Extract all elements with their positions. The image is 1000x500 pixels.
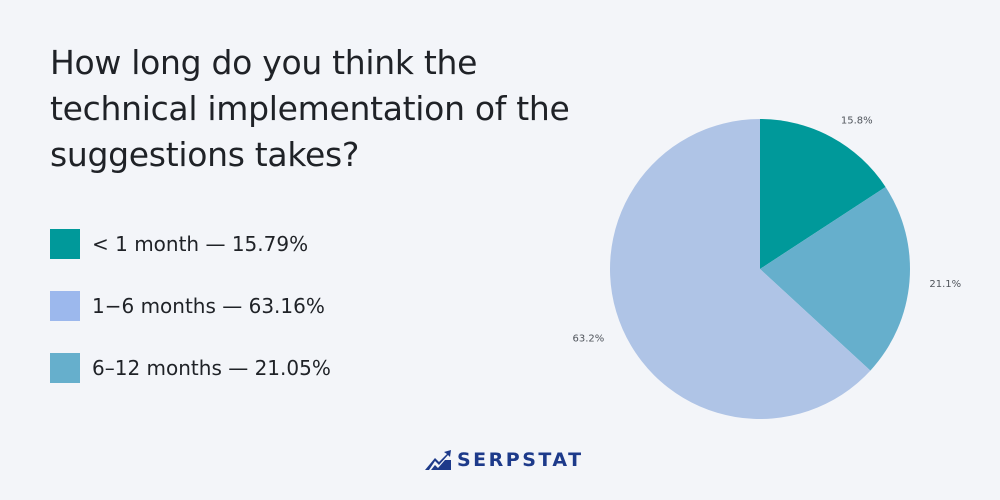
legend-item-6-12-months: 6–12 months — 21.05% (50, 352, 331, 384)
serpstat-logo-icon (425, 450, 451, 470)
legend-label: < 1 month — 15.79% (92, 232, 309, 256)
brand-logo: SERPSTAT (425, 449, 584, 471)
legend-swatch (50, 229, 80, 259)
legend: < 1 month — 15.79% 1−6 months — 63.16% 6… (50, 228, 331, 414)
pie-slice-label-3: 63.2% (573, 333, 605, 344)
legend-item-1-6-months: 1−6 months — 63.16% (50, 290, 331, 322)
legend-swatch (50, 291, 80, 321)
pie-slice-label-2: 21.1% (929, 279, 961, 290)
chart-title: How long do you think the technical impl… (50, 43, 570, 174)
pie-slice-label-1: 15.8% (841, 115, 873, 126)
pie-slice-3 (610, 119, 871, 420)
pie-slice-1 (760, 119, 886, 269)
legend-item-less-than-1-month: < 1 month — 15.79% (50, 228, 331, 260)
brand-name: SERPSTAT (457, 449, 584, 471)
legend-label: 1−6 months — 63.16% (92, 294, 325, 318)
legend-swatch (50, 353, 80, 383)
legend-label: 6–12 months — 21.05% (92, 356, 331, 380)
pie-slice-2 (760, 186, 910, 371)
